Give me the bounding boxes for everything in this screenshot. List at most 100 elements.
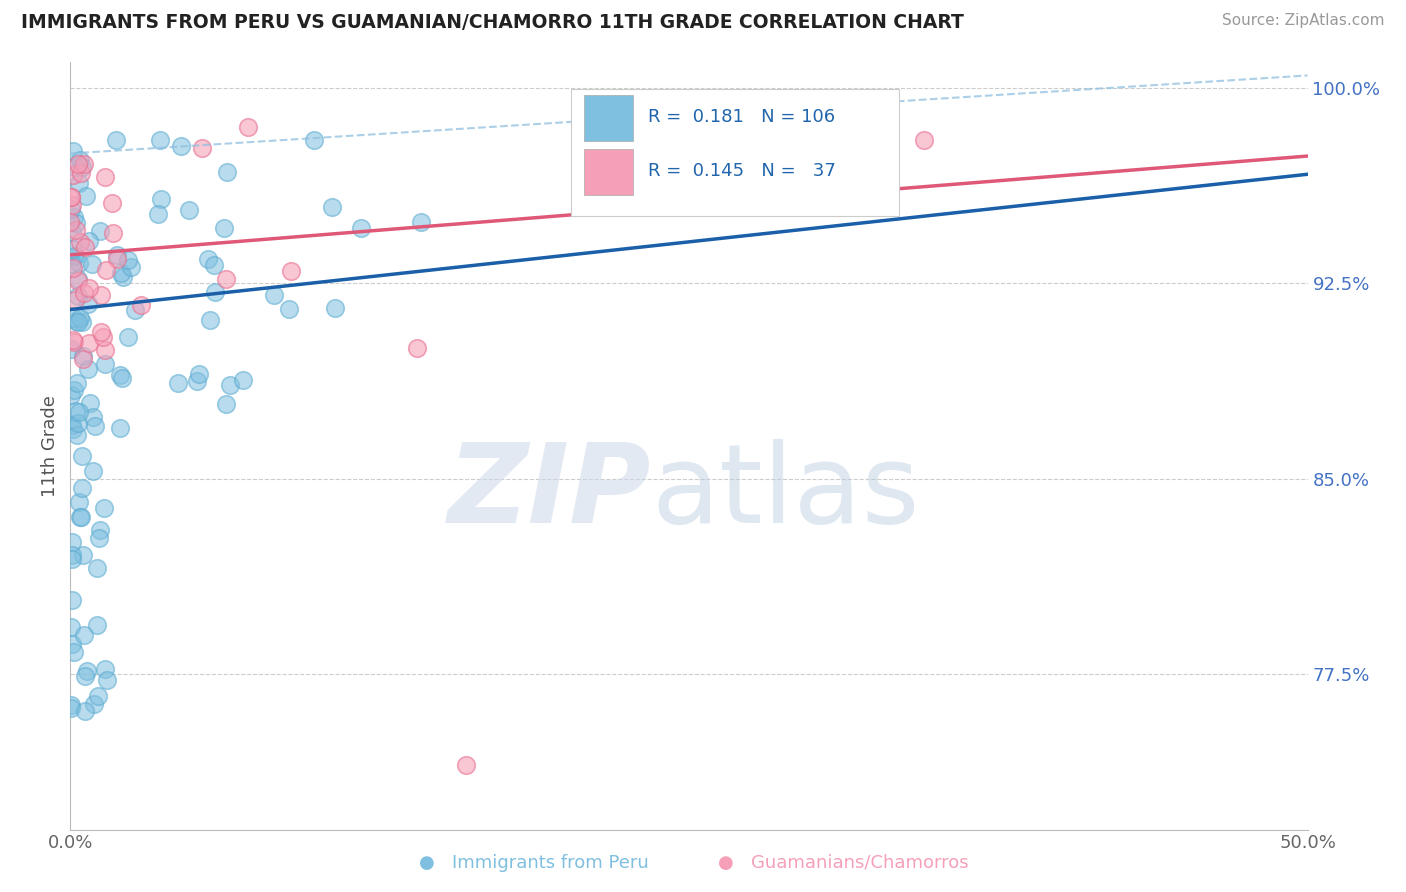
Point bbox=[105, 133, 128, 147]
Point bbox=[94, 662, 117, 676]
Point bbox=[60, 198, 83, 212]
Point bbox=[94, 262, 117, 277]
Point bbox=[65, 216, 87, 230]
Point bbox=[62, 334, 84, 348]
Point bbox=[75, 669, 97, 683]
Point bbox=[72, 157, 94, 171]
Point bbox=[65, 314, 87, 328]
Point bbox=[63, 210, 86, 224]
Point bbox=[65, 223, 87, 237]
Point bbox=[59, 620, 82, 634]
Point bbox=[149, 193, 172, 207]
FancyBboxPatch shape bbox=[571, 89, 900, 216]
Point bbox=[96, 673, 118, 687]
Point bbox=[405, 342, 427, 356]
Point bbox=[66, 427, 89, 442]
Point bbox=[79, 335, 101, 350]
Point bbox=[67, 176, 90, 190]
Point bbox=[456, 757, 478, 772]
Point bbox=[190, 141, 212, 155]
FancyBboxPatch shape bbox=[583, 149, 633, 195]
Point bbox=[280, 264, 302, 278]
Point bbox=[70, 449, 93, 463]
Point bbox=[232, 373, 254, 387]
Point bbox=[66, 315, 89, 329]
Point bbox=[108, 368, 131, 382]
Point bbox=[67, 273, 90, 287]
Point bbox=[69, 510, 91, 524]
Point bbox=[170, 139, 193, 153]
Point bbox=[82, 464, 104, 478]
Text: Source: ZipAtlas.com: Source: ZipAtlas.com bbox=[1222, 13, 1385, 29]
Point bbox=[63, 383, 86, 397]
Point bbox=[76, 664, 98, 678]
Text: ZIP: ZIP bbox=[449, 439, 652, 546]
Point bbox=[59, 388, 82, 402]
Point bbox=[103, 226, 125, 240]
Point bbox=[66, 289, 89, 303]
Point bbox=[67, 255, 90, 269]
Point bbox=[75, 189, 97, 203]
Point bbox=[86, 618, 108, 632]
Text: ●   Immigrants from Peru: ● Immigrants from Peru bbox=[419, 855, 650, 872]
Point bbox=[94, 169, 117, 184]
Point bbox=[59, 190, 82, 204]
Point bbox=[110, 266, 132, 280]
Point bbox=[89, 523, 111, 537]
Point bbox=[63, 249, 86, 263]
Point bbox=[59, 202, 82, 217]
Point bbox=[187, 367, 209, 381]
Point bbox=[69, 153, 91, 167]
Point bbox=[214, 272, 236, 286]
Text: IMMIGRANTS FROM PERU VS GUAMANIAN/CHAMORRO 11TH GRADE CORRELATION CHART: IMMIGRANTS FROM PERU VS GUAMANIAN/CHAMOR… bbox=[21, 13, 965, 32]
Point bbox=[167, 376, 190, 390]
Point bbox=[67, 272, 90, 286]
Point bbox=[87, 689, 110, 703]
Point bbox=[77, 234, 100, 248]
Point bbox=[60, 593, 83, 607]
FancyBboxPatch shape bbox=[583, 95, 633, 142]
Point bbox=[69, 311, 91, 326]
Point bbox=[62, 311, 84, 326]
Point bbox=[90, 288, 112, 302]
Point bbox=[66, 376, 89, 390]
Point bbox=[73, 286, 96, 301]
Point bbox=[263, 287, 285, 301]
Point bbox=[89, 224, 111, 238]
Point bbox=[84, 419, 107, 434]
Point bbox=[60, 637, 83, 651]
Point bbox=[101, 196, 124, 211]
Point bbox=[59, 214, 82, 228]
Point bbox=[69, 235, 91, 250]
Point bbox=[186, 374, 208, 388]
Text: atlas: atlas bbox=[652, 439, 921, 546]
Point bbox=[215, 397, 238, 411]
Point bbox=[67, 405, 90, 419]
Point bbox=[59, 342, 82, 356]
Point bbox=[60, 417, 83, 432]
Point bbox=[59, 190, 82, 204]
Point bbox=[912, 133, 935, 147]
Point bbox=[277, 301, 299, 316]
Point bbox=[111, 371, 134, 385]
Point bbox=[60, 549, 83, 563]
Point bbox=[86, 561, 108, 575]
Point bbox=[75, 240, 97, 254]
Point bbox=[197, 252, 219, 266]
Point bbox=[67, 157, 90, 171]
Point bbox=[70, 161, 93, 175]
Point bbox=[215, 165, 238, 179]
Point bbox=[218, 377, 240, 392]
Point bbox=[129, 298, 152, 312]
Point bbox=[124, 303, 146, 318]
Point bbox=[62, 242, 84, 256]
Text: ●   Guamanians/Chamorros: ● Guamanians/Chamorros bbox=[718, 855, 969, 872]
Point bbox=[149, 133, 172, 147]
Point bbox=[62, 249, 84, 263]
Point bbox=[93, 500, 115, 515]
Point bbox=[148, 207, 170, 221]
Point bbox=[70, 482, 93, 496]
Point bbox=[108, 421, 131, 435]
Point bbox=[117, 253, 139, 268]
Point bbox=[117, 329, 139, 343]
